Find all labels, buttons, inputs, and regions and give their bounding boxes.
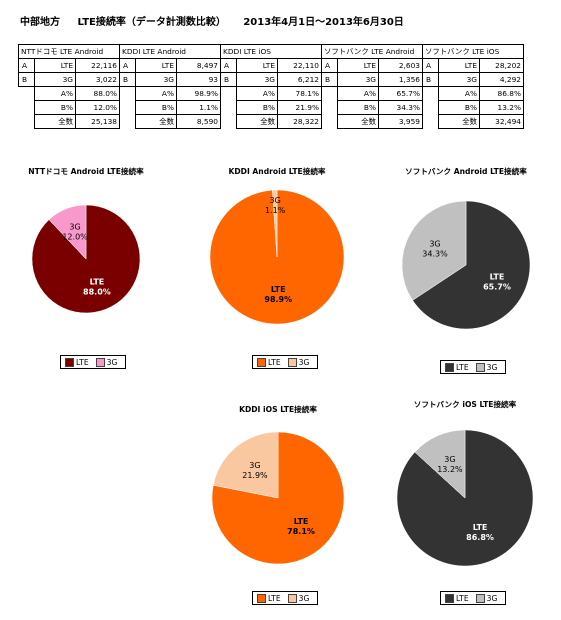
slice-label-value: 86.8%	[466, 533, 494, 542]
title-period: 2013年4月1日～2013年6月30日	[243, 17, 404, 28]
row-label: 全数	[438, 114, 480, 129]
legend-swatch	[445, 362, 454, 372]
table-row-a: A LTE 22,116 A LTE 8,497 A LTE 22,110 A LTE 2,603 A L…	[18, 58, 524, 73]
legend-label: LTE	[456, 593, 469, 603]
cell-value: 3,959	[378, 114, 423, 129]
slice-label-name: 3G	[249, 461, 260, 470]
slice-label-value: 12.0%	[62, 232, 88, 241]
legend-label: LTE	[268, 593, 281, 603]
legend-swatch	[257, 593, 266, 603]
slice-label-value: 78.1%	[287, 527, 315, 536]
chart-legend: LTE 3G	[440, 360, 507, 374]
legend-swatch	[287, 357, 297, 367]
legend-swatch	[95, 357, 105, 367]
chart-title: KDDI iOS LTE接続率	[239, 405, 317, 414]
legend-swatch	[65, 357, 74, 367]
chart-legend: LTE 3G	[252, 355, 319, 369]
legend-label: 3G	[298, 593, 310, 603]
slice-label-name: 3G	[69, 222, 80, 231]
table-row-total: 全数 25,138 全数 8,590 全数 28,322 全数 3,959 全数 32,494	[19, 114, 524, 129]
pie-slice-3g	[414, 429, 466, 499]
legend-swatch	[445, 593, 454, 603]
table-row-b: B 3G 3,022 B 3G 93 B 3G 6,212 B 3G 1,356 B 3G 4,292	[18, 72, 524, 87]
chart-title: NTTドコモ Android LTE接続率	[28, 167, 144, 176]
slice-label-value: 65.7%	[483, 283, 511, 292]
legend-swatch	[475, 593, 485, 603]
cell-value: 28,322	[277, 114, 322, 129]
row-label: 全数	[34, 114, 76, 129]
slice-label-name: LTE	[294, 517, 309, 526]
title-region: 中部地方	[20, 17, 60, 28]
legend-item-lte: LTE	[445, 593, 469, 603]
legend-swatch	[287, 593, 297, 603]
chart-title: KDDI Android LTE接続率	[228, 167, 326, 176]
chart-legend: LTE 3G	[60, 355, 127, 369]
pie-slice-3g	[272, 189, 278, 258]
legend-label: 3G	[486, 362, 498, 372]
legend-item-lte: LTE	[257, 357, 281, 367]
title-subject: LTE接続率（データ計測数比較）	[77, 17, 226, 28]
slice-label-value: 1.1%	[265, 206, 286, 215]
cell-value: 25,138	[75, 114, 120, 129]
pie-slice-3g	[401, 200, 467, 301]
pie-slice-3g	[48, 204, 87, 260]
legend-item-3g: 3G	[475, 593, 498, 603]
legend-label: LTE	[456, 362, 469, 372]
legend-item-3g: 3G	[287, 593, 310, 603]
slice-label-name: 3G	[429, 239, 440, 248]
legend-label: LTE	[76, 357, 89, 367]
legend-swatch	[475, 362, 485, 372]
slice-label-name: LTE	[473, 523, 488, 532]
slice-label-name: LTE	[90, 278, 105, 287]
slice-label-name: 3G	[270, 196, 281, 205]
legend-label: 3G	[106, 357, 118, 367]
legend-item-lte: LTE	[445, 362, 469, 372]
slice-label-name: LTE	[490, 273, 505, 282]
cell-value: 32,494	[479, 114, 524, 129]
legend-item-3g: 3G	[475, 362, 498, 372]
slice-label-name: 3G	[444, 455, 455, 464]
legend-item-3g: 3G	[95, 357, 118, 367]
chart-title: ソフトバンク Android LTE接続率	[405, 167, 527, 176]
legend-item-lte: LTE	[257, 593, 281, 603]
slice-label-name: LTE	[271, 285, 286, 294]
pie-slice-lte	[412, 200, 531, 330]
table-row-b-pct: B% 12.0% B% 1.1% B% 21.9% B% 34.3% B% 13.2%	[19, 100, 524, 115]
legend-label: 3G	[298, 357, 310, 367]
pie-slice-lte	[211, 431, 345, 565]
page-title: 中部地方 LTE接続率（データ計測数比較） 2013年4月1日～2013年6月3…	[20, 13, 418, 28]
chart-title: ソフトバンク iOS LTE接続率	[413, 400, 517, 409]
stats-table: NTTドコモ LTE Android KDDI LTE Android KDDI L…	[18, 44, 524, 129]
slice-label-value: 98.9%	[264, 295, 292, 304]
chart-legend: LTE 3G	[440, 591, 507, 605]
slice-label-value: 34.3%	[422, 249, 448, 258]
legend-item-3g: 3G	[287, 357, 310, 367]
cell-value: 8,590	[176, 114, 221, 129]
legend-label: LTE	[268, 357, 281, 367]
pie-slice-3g	[212, 431, 279, 499]
slice-label-value: 88.0%	[83, 288, 111, 297]
legend-item-lte: LTE	[65, 357, 89, 367]
chart-legend: LTE 3G	[252, 591, 319, 605]
slice-label-value: 21.9%	[242, 471, 268, 480]
legend-label: 3G	[486, 593, 498, 603]
legend-swatch	[257, 357, 266, 367]
slice-label-value: 13.2%	[437, 465, 463, 474]
